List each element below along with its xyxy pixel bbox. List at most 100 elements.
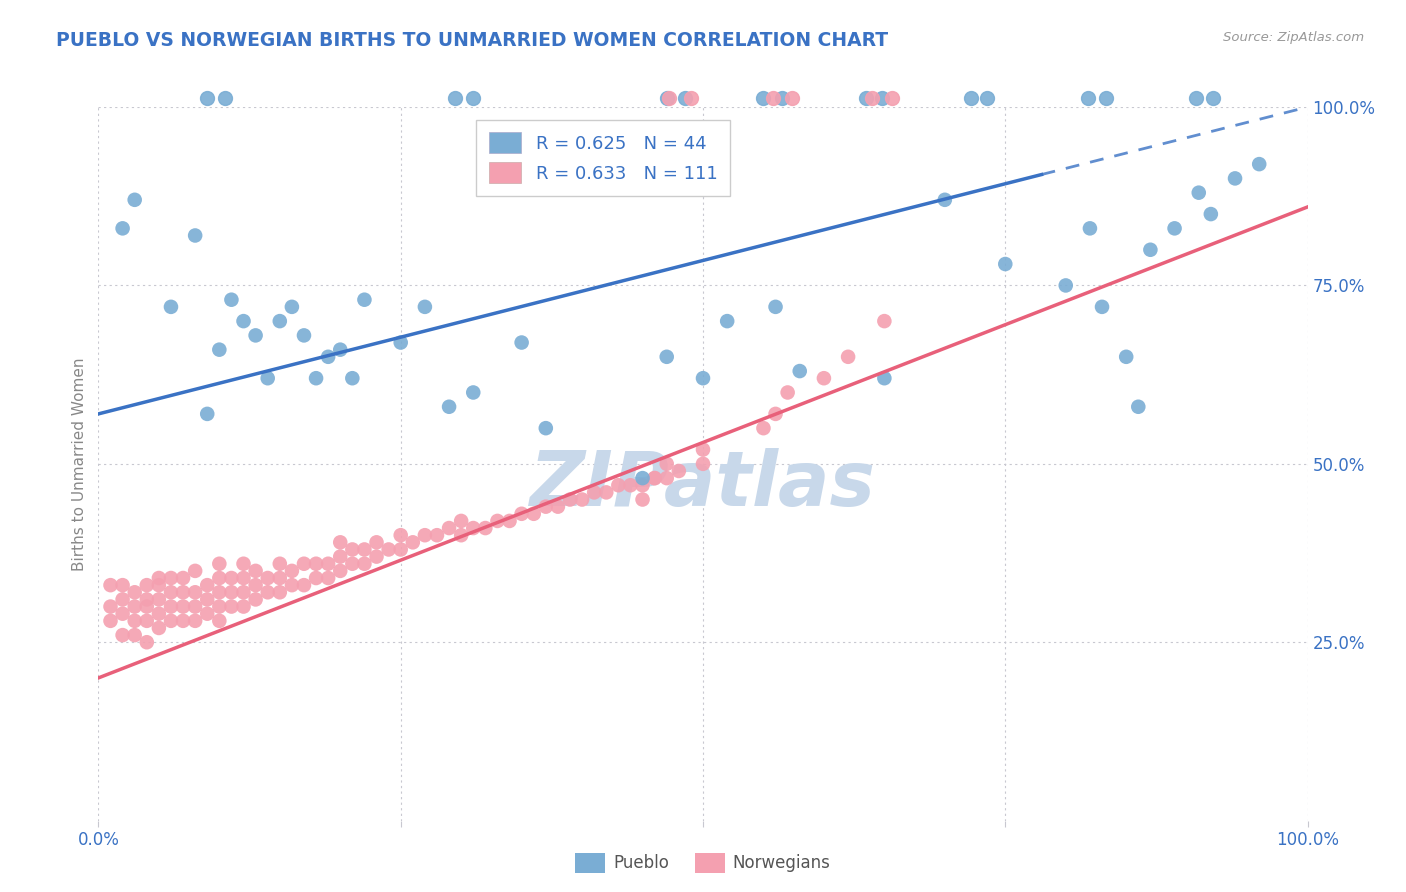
Point (366, 549, 388, 564)
Point (353, 542, 375, 557)
Text: Source: ZipAtlas.com: Source: ZipAtlas.com (1223, 31, 1364, 45)
Point (232, 557, 254, 571)
Point (269, 571, 291, 585)
Point (655, 471, 678, 485)
Point (184, 599, 207, 614)
Point (221, 571, 243, 585)
Point (208, 599, 231, 614)
Point (644, 471, 666, 485)
Point (655, 457, 678, 471)
Point (172, 599, 194, 614)
Point (765, 407, 787, 421)
Point (184, 585, 207, 599)
Point (716, 314, 738, 328)
Point (208, 571, 231, 585)
Point (124, 193, 146, 207)
Point (316, 350, 339, 364)
Point (595, 485, 617, 500)
Point (245, 578, 267, 592)
Point (245, 592, 267, 607)
Point (232, 599, 254, 614)
Point (208, 343, 231, 357)
Point (752, 421, 775, 435)
Point (463, 521, 485, 535)
Point (221, 585, 243, 599)
Point (765, 300, 787, 314)
Point (281, 300, 304, 314)
Point (1091, 300, 1114, 314)
Point (873, 371, 896, 385)
Point (292, 578, 315, 592)
Point (510, 335, 533, 350)
Point (547, 500, 569, 514)
Point (184, 228, 207, 243)
Point (1188, 186, 1211, 200)
Point (256, 371, 278, 385)
Point (1115, 350, 1137, 364)
Point (111, 628, 134, 642)
Point (195, 578, 218, 592)
Point (463, 385, 485, 400)
Point (111, 578, 134, 592)
Point (160, 571, 183, 585)
Point (195, 592, 218, 607)
Point (402, 535, 425, 549)
Point (281, 564, 304, 578)
Point (316, 557, 339, 571)
Point (655, 350, 678, 364)
Point (389, 542, 412, 557)
Point (329, 564, 352, 578)
Point (583, 485, 606, 500)
Point (389, 335, 412, 350)
Point (305, 371, 328, 385)
Legend: Pueblo, Norwegians: Pueblo, Norwegians (568, 847, 838, 880)
Point (474, 521, 496, 535)
Point (232, 314, 254, 328)
Point (353, 557, 375, 571)
Point (135, 614, 157, 628)
Point (873, 314, 896, 328)
Point (1054, 278, 1077, 293)
Point (269, 585, 291, 599)
Point (776, 385, 799, 400)
Point (195, 607, 218, 621)
Point (208, 614, 231, 628)
Point (1163, 221, 1185, 235)
Point (256, 571, 278, 585)
Legend: R = 0.625   N = 44, R = 0.633   N = 111: R = 0.625 N = 44, R = 0.633 N = 111 (477, 120, 730, 195)
Point (135, 578, 157, 592)
Point (111, 607, 134, 621)
Point (221, 599, 243, 614)
Point (837, 350, 859, 364)
Point (413, 528, 436, 542)
Point (450, 514, 472, 528)
Point (305, 571, 328, 585)
Point (644, 471, 666, 485)
Point (135, 592, 157, 607)
Point (486, 514, 509, 528)
Point (148, 607, 170, 621)
Point (389, 528, 412, 542)
Point (232, 571, 254, 585)
Point (329, 343, 352, 357)
Point (111, 592, 134, 607)
Y-axis label: Births to Unmarried Women: Births to Unmarried Women (72, 357, 87, 571)
Point (148, 621, 170, 635)
Point (631, 492, 654, 507)
Point (124, 628, 146, 642)
Point (269, 314, 291, 328)
Point (111, 221, 134, 235)
Point (208, 585, 231, 599)
Point (160, 614, 183, 628)
Point (245, 328, 267, 343)
Point (160, 599, 183, 614)
Point (342, 557, 364, 571)
Point (510, 507, 533, 521)
Point (148, 571, 170, 585)
Point (377, 542, 399, 557)
Point (221, 293, 243, 307)
Point (148, 578, 170, 592)
Point (534, 500, 557, 514)
Point (292, 557, 315, 571)
Point (329, 549, 352, 564)
